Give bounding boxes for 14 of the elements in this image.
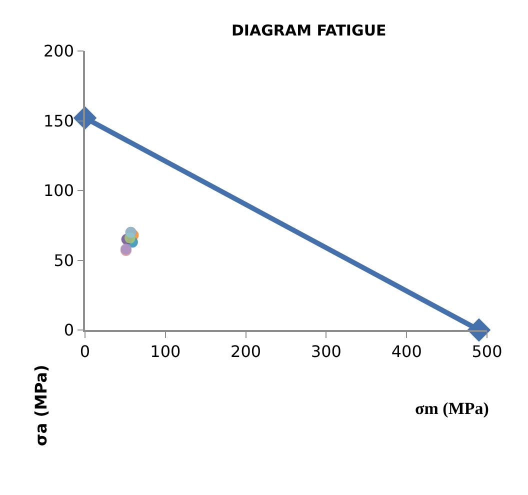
chart-title: DIAGRAM FATIGUE — [231, 21, 386, 40]
x-tick-label: 500 — [472, 342, 502, 361]
y-axis-title: σa (MPa) — [31, 364, 50, 446]
x-tick-label: 100 — [150, 342, 181, 361]
x-tick-label: 300 — [310, 342, 342, 361]
x-tick-label: 200 — [230, 342, 262, 361]
y-tick-label: 150 — [44, 111, 74, 130]
y-tick-label: 200 — [44, 42, 74, 61]
x-axis-title: σm (MPa) — [415, 399, 489, 418]
x-tick-label: 400 — [391, 342, 422, 361]
y-tick-label: 50 — [54, 250, 74, 270]
y-tick-label: 100 — [44, 181, 74, 200]
y-tick-label: 0 — [64, 320, 74, 340]
x-tick-label: 0 — [80, 342, 90, 361]
